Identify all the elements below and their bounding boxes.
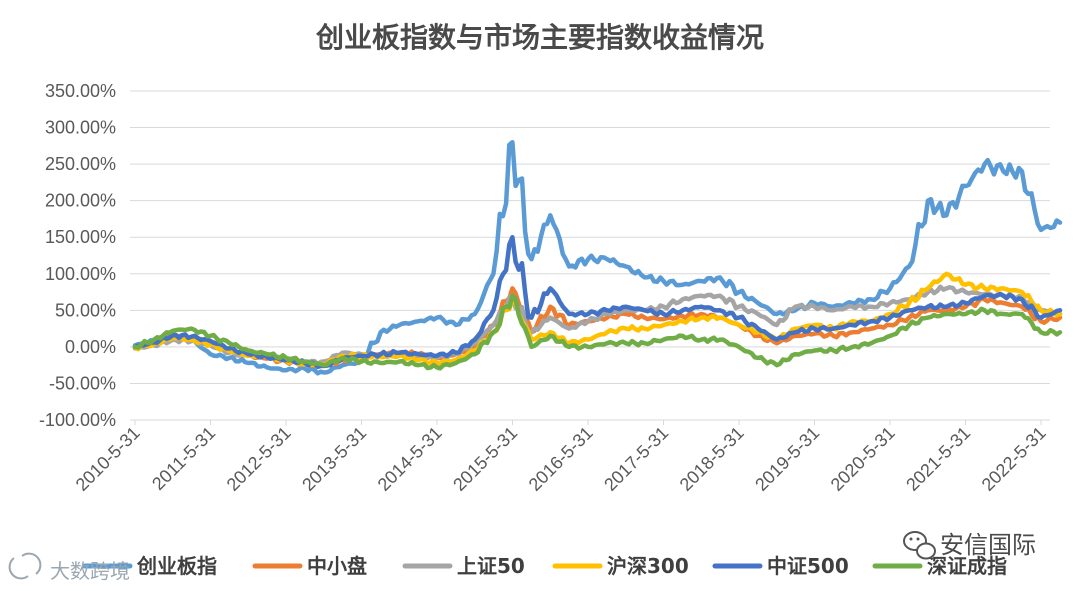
y-tick-label: 0.00% <box>65 337 116 357</box>
x-tick-label: 2010-5-31 <box>72 423 144 495</box>
watermark-right-text: 安信国际 <box>940 531 1036 559</box>
y-tick-label: 200.00% <box>45 191 116 211</box>
legend: 创业板指 中小盘 上证50 沪深300 中证500 深证成指 <box>82 554 1007 578</box>
x-tick-label: 2021-5-31 <box>902 423 974 495</box>
watermark-left-text: 大数跨境 <box>50 559 130 583</box>
y-tick-label: 50.00% <box>55 300 116 320</box>
x-tick-label: 2020-5-31 <box>827 423 899 495</box>
x-tick-label: 2018-5-31 <box>676 423 748 495</box>
x-axis-ticks: 2010-5-31 2011-5-31 2012-5-31 2013-5-31 2014… <box>72 420 1050 495</box>
legend-label: 沪深300 <box>607 554 689 578</box>
watermark-right: 安信国际 <box>903 531 1036 560</box>
legend-label: 中小盘 <box>307 554 367 578</box>
x-tick-label: 2019-5-31 <box>751 423 823 495</box>
legend-label: 上证50 <box>457 554 525 578</box>
watermark-left: 大数跨境 <box>8 552 130 583</box>
watermark-logo-icon <box>8 552 42 580</box>
x-tick-label: 2013-5-31 <box>298 423 370 495</box>
x-tick-label: 2017-5-31 <box>600 423 672 495</box>
series-line-1 <box>132 139 1063 376</box>
y-tick-label: 150.00% <box>45 227 116 247</box>
x-tick-label: 2022-5-31 <box>978 423 1050 495</box>
legend-label: 中证500 <box>767 554 849 578</box>
gridlines <box>130 90 1050 421</box>
y-tick-label: 250.00% <box>45 154 116 174</box>
y-tick-label: 350.00% <box>45 81 116 101</box>
x-tick-label: 2015-5-31 <box>449 423 521 495</box>
x-tick-label: 2016-5-31 <box>525 423 597 495</box>
x-tick-label: 2012-5-31 <box>223 423 295 495</box>
legend-label: 创业板指 <box>136 554 217 578</box>
legend-label: 深证成指 <box>927 554 1007 578</box>
y-tick-label: -100.00% <box>39 410 116 430</box>
series-line-6 <box>132 293 1063 371</box>
chart-title: 创业板指数与市场主要指数收益情况 <box>315 21 764 54</box>
y-tick-label: -50.00% <box>49 373 116 393</box>
y-axis-ticks: 350.00% 300.00% 250.00% 200.00% 150.00% 100.0… <box>39 81 116 430</box>
wechat-icon <box>903 531 936 560</box>
series-lines <box>132 139 1063 376</box>
x-tick-label: 2011-5-31 <box>148 423 219 494</box>
y-tick-label: 300.00% <box>45 118 116 138</box>
x-tick-label: 2014-5-31 <box>374 423 446 495</box>
y-tick-label: 100.00% <box>45 264 116 284</box>
